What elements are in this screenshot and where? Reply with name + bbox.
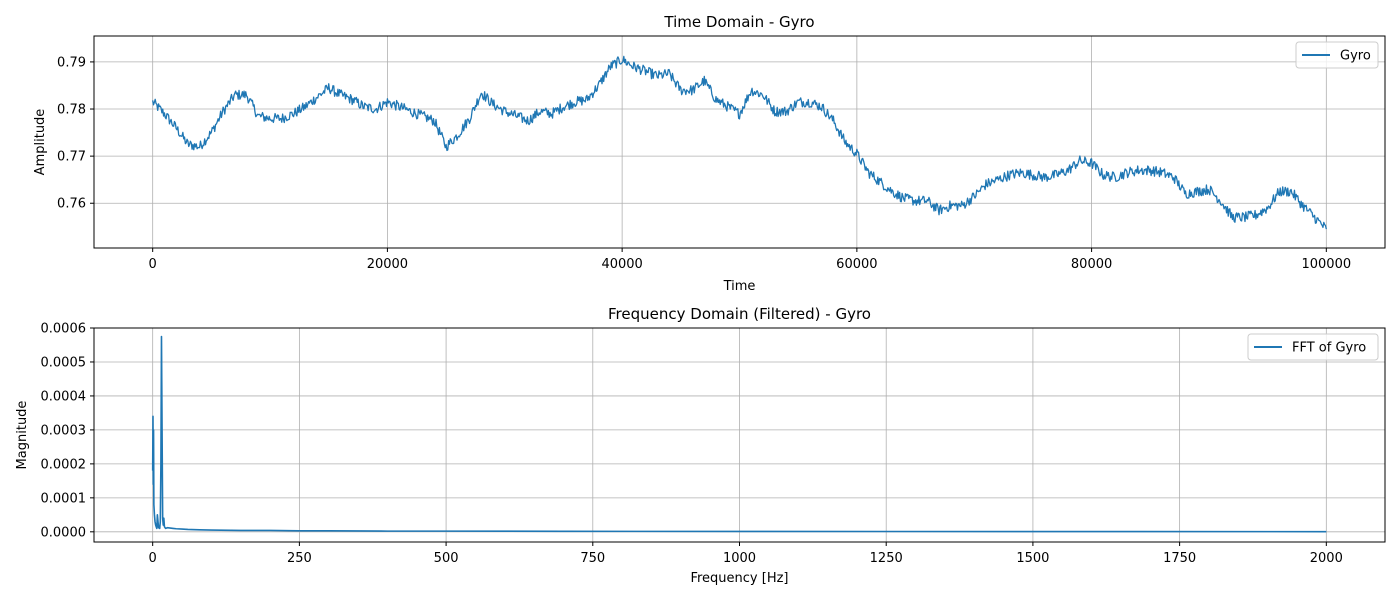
time-domain-legend: Gyro bbox=[1295, 41, 1379, 69]
time-domain-y-tick-label: 0.76 bbox=[57, 197, 86, 212]
frequency-domain-y-axis-label: Magnitude bbox=[15, 401, 30, 470]
frequency-domain-series-group bbox=[151, 335, 1327, 533]
frequency-domain-legend: FFT of Gyro bbox=[1247, 333, 1379, 361]
time-domain-axes-frame bbox=[93, 35, 1386, 249]
time-domain-ticks: 0 20000 40000 60000 80000 100000 0.76 0.77 0.78 0… bbox=[57, 55, 1351, 272]
frequency-domain-x-tick-label: 250 bbox=[287, 551, 312, 566]
frequency-domain-legend-box bbox=[1247, 333, 1379, 361]
frequency-domain-y-tick-label: 0.0002 bbox=[41, 457, 87, 472]
time-domain-x-tick-label: 0 bbox=[149, 257, 157, 272]
time-domain-grid bbox=[94, 36, 1385, 248]
frequency-domain-x-tick-label: 0 bbox=[149, 551, 157, 566]
frequency-domain-title: Frequency Domain (Filtered) - Gyro bbox=[608, 305, 871, 323]
frequency-domain-x-tick-label: 1500 bbox=[1016, 551, 1049, 566]
frequency-domain-ticks: 0 250 500 750 1000 1250 1500 1750 2000 0.0000 0.00… bbox=[41, 322, 1343, 567]
time-domain-y-axis-label: Amplitude bbox=[33, 109, 48, 176]
frequency-domain-y-tick-label: 0.0003 bbox=[41, 423, 87, 438]
frequency-domain-legend-label: FFT of Gyro bbox=[1292, 341, 1366, 356]
frequency-domain-x-tick-label: 1000 bbox=[723, 551, 756, 566]
time-domain-title: Time Domain - Gyro bbox=[663, 13, 814, 31]
frequency-domain-y-tick-label: 0.0005 bbox=[41, 355, 87, 370]
time-domain-x-tick-label: 80000 bbox=[1071, 257, 1112, 272]
frequency-domain-y-tick-label: 0.0000 bbox=[41, 525, 87, 540]
time-domain-legend-label: Gyro bbox=[1340, 49, 1371, 64]
time-domain-y-tick-label: 0.78 bbox=[57, 103, 86, 118]
time-domain-series-line bbox=[152, 55, 1327, 230]
time-domain-x-axis-label: Time bbox=[723, 279, 756, 294]
frequency-domain-x-tick-label: 2000 bbox=[1310, 551, 1343, 566]
time-domain-subplot: 0 20000 40000 60000 80000 100000 0.76 0.77 0.78 0… bbox=[33, 13, 1386, 294]
frequency-domain-y-tick-label: 0.0004 bbox=[41, 389, 87, 404]
frequency-domain-x-tick-label: 750 bbox=[580, 551, 605, 566]
frequency-domain-series-line bbox=[151, 335, 1327, 533]
time-domain-x-tick-label: 40000 bbox=[601, 257, 642, 272]
frequency-domain-x-tick-label: 1250 bbox=[870, 551, 903, 566]
frequency-domain-x-tick-label: 1750 bbox=[1163, 551, 1196, 566]
time-domain-y-tick-label: 0.77 bbox=[57, 150, 86, 165]
frequency-domain-y-tick-label: 0.0006 bbox=[41, 322, 87, 337]
time-domain-legend-box bbox=[1295, 41, 1379, 69]
time-domain-x-tick-label: 100000 bbox=[1301, 257, 1351, 272]
time-domain-series-group bbox=[152, 55, 1327, 230]
frequency-domain-x-axis-label: Frequency [Hz] bbox=[690, 571, 788, 586]
time-domain-x-tick-label: 20000 bbox=[367, 257, 408, 272]
frequency-domain-x-tick-label: 500 bbox=[434, 551, 459, 566]
time-domain-y-tick-label: 0.79 bbox=[57, 55, 86, 70]
time-domain-x-tick-label: 60000 bbox=[836, 257, 877, 272]
frequency-domain-y-tick-label: 0.0001 bbox=[41, 491, 87, 506]
frequency-domain-subplot: 0 250 500 750 1000 1250 1500 1750 2000 0.0000 0.00… bbox=[15, 305, 1386, 586]
